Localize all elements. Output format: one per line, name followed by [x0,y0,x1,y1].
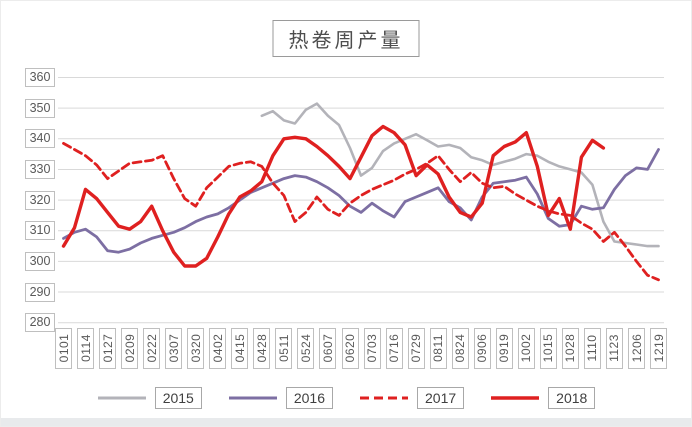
legend-line-sample [360,396,408,400]
legend-line-sample [228,396,277,400]
x-tick-text: 0114 [78,334,93,362]
x-tick-text: 0729 [409,333,424,363]
x-tick-label: 0919 [495,327,513,369]
legend-item-2017: 2017 [359,387,465,409]
x-tick-text: 1015 [541,333,556,363]
x-tick-label: 1110 [583,327,601,369]
y-tick-label: 290 [25,282,55,302]
x-tick-text: 1123 [607,334,622,362]
x-tick-label: 1123 [605,327,623,369]
x-tick-text: 0209 [122,333,137,363]
x-tick-label: 0415 [231,327,249,369]
x-tick-text: 0524 [298,333,313,363]
y-tick-label: 330 [25,159,55,179]
x-tick-label: 0114 [77,327,94,369]
bottom-strip [1,418,691,426]
y-tick-label: 350 [25,98,55,118]
x-tick-label: 0811 [429,327,447,369]
legend: 2015 2016 2017 2018 [1,385,691,411]
legend-item-2018: 2018 [490,387,596,409]
series-line-2017 [62,142,660,282]
legend-label: 2016 [285,387,333,409]
chart-title: 热卷周产量 [272,20,420,57]
x-tick-label: 0402 [209,327,227,369]
x-tick-text: 0127 [100,333,115,363]
x-tick-label: 1002 [517,327,535,369]
x-tick-label: 1015 [539,327,557,369]
x-tick-text: 1206 [629,333,644,363]
x-tick-text: 0511 [276,334,291,362]
x-tick-label: 0906 [473,327,491,369]
x-tick-text: 0307 [166,333,181,363]
x-tick-text: 1110 [585,334,600,362]
x-tick-text: 0607 [320,333,335,363]
x-tick-label: 0729 [407,327,425,369]
series-line-2016 [62,148,660,254]
legend-label: 2018 [548,387,596,409]
x-tick-text: 0824 [453,333,468,363]
x-tick-label: 0511 [275,327,293,369]
x-tick-label: 0620 [341,327,359,369]
legend-label: 2017 [417,387,465,409]
x-tick-label: 0607 [319,327,337,369]
x-tick-text: 0703 [365,333,379,363]
legend-item-2016: 2016 [228,387,333,409]
x-tick-label: 0716 [385,327,403,369]
x-tick-label: 0703 [363,327,381,369]
x-tick-text: 0620 [343,333,357,363]
x-tick-label: 0222 [143,327,161,369]
x-tick-label: 0209 [121,327,139,369]
x-tick-label: 0307 [165,327,183,369]
x-tick-label: 0428 [253,327,271,369]
x-tick-label: 1028 [561,327,579,369]
x-tick-text: 0906 [475,333,490,363]
x-tick-label: 0824 [451,327,469,369]
y-tick-label: 340 [25,129,55,149]
legend-item-2015: 2015 [97,387,202,409]
x-tick-label: 0127 [99,327,117,369]
legend-label: 2015 [154,387,202,409]
x-tick-text: 0402 [210,333,225,363]
x-tick-label: 0524 [297,327,315,369]
y-tick-label: 310 [25,221,55,241]
x-tick-text: 0919 [497,333,512,363]
x-tick-text: 1028 [563,333,578,363]
x-tick-text: 0811 [431,334,446,362]
legend-line-sample [491,396,540,400]
x-tick-text: 0320 [188,333,203,363]
x-tick-label: 0320 [187,327,205,369]
y-tick-label: 300 [25,251,55,271]
y-tick-label: 280 [25,313,55,333]
y-tick-label: 320 [25,190,55,210]
legend-line-sample [97,396,146,400]
x-tick-text: 0222 [144,333,159,363]
series-line-2015 [260,102,660,248]
x-tick-text: 0428 [254,333,269,363]
x-tick-label: 1206 [628,327,645,369]
series-line-2018 [61,124,606,268]
y-tick-label: 360 [25,68,55,87]
x-tick-text: 0101 [56,333,71,363]
x-tick-text: 0716 [387,333,402,363]
x-tick-label: 1219 [650,327,667,369]
x-tick-text: 0415 [232,333,247,363]
x-tick-text: 1219 [651,333,666,363]
x-tick-text: 1002 [519,333,534,363]
x-tick-label: 0101 [55,327,72,369]
